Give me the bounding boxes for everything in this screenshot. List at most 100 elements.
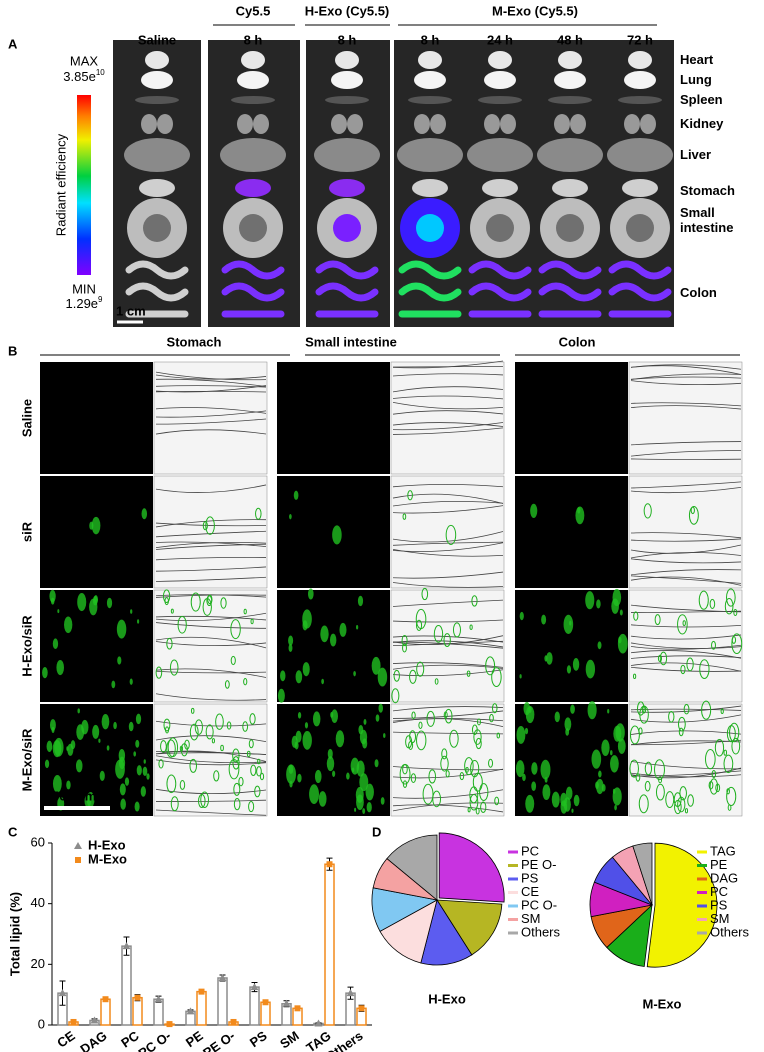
merged-signal bbox=[726, 786, 737, 807]
merged-signal bbox=[163, 718, 171, 732]
tissue-line bbox=[630, 458, 742, 460]
legend-label: CE bbox=[521, 884, 539, 899]
merged-signal bbox=[230, 619, 241, 640]
merged-signal bbox=[687, 794, 694, 807]
organ-spleen bbox=[135, 96, 179, 104]
legend-label: PS bbox=[710, 897, 728, 912]
fluorescence-signal bbox=[142, 766, 148, 777]
fluorescence-signal bbox=[64, 616, 73, 634]
merged-signal bbox=[391, 688, 400, 704]
fluorescence-image bbox=[515, 476, 628, 588]
fluorescence-signal bbox=[598, 770, 602, 778]
fluorescence-signal bbox=[42, 667, 48, 679]
merged-signal bbox=[200, 791, 210, 809]
merged-signal bbox=[422, 783, 434, 805]
tissue-line bbox=[630, 487, 742, 494]
fluorescence-signal bbox=[554, 711, 560, 723]
organ-spleen bbox=[325, 96, 369, 104]
organ-stomach bbox=[552, 179, 588, 197]
legend-label: M-Exo bbox=[88, 851, 127, 866]
bar bbox=[132, 996, 143, 1026]
organ-label: Spleen bbox=[680, 92, 723, 107]
merged-signal bbox=[469, 793, 479, 811]
organ-stomach bbox=[329, 179, 365, 197]
organ-small-intestine-inner bbox=[626, 214, 654, 242]
merged-signal bbox=[226, 721, 232, 730]
fluorescence-signal bbox=[129, 678, 133, 685]
fluorescence-signal bbox=[353, 670, 356, 677]
organ-liver bbox=[537, 138, 603, 172]
scale-bar-label: 1 cm bbox=[116, 303, 146, 318]
fluorescence-signal bbox=[318, 791, 327, 807]
tissue-line bbox=[155, 755, 267, 764]
merged-signal bbox=[472, 772, 483, 792]
merged-signal bbox=[256, 766, 262, 777]
tissue-line bbox=[630, 405, 742, 410]
tissue-line bbox=[392, 768, 504, 779]
fluorescence-signal bbox=[135, 739, 140, 748]
merged-signal bbox=[683, 703, 690, 715]
fluorescence-signal bbox=[289, 514, 292, 520]
tissue-line bbox=[392, 427, 504, 435]
fluorescence-signal bbox=[314, 769, 322, 784]
merged-signal bbox=[699, 659, 710, 679]
merged-signal bbox=[636, 701, 645, 716]
bar-marker bbox=[58, 989, 67, 997]
fluorescence-signal bbox=[280, 670, 286, 682]
merged-signal bbox=[215, 713, 224, 730]
fluorescence-signal bbox=[331, 709, 338, 723]
group-label: H-Exo (Cy5.5) bbox=[305, 3, 390, 18]
fluorescence-signal bbox=[363, 718, 367, 725]
merged-signal bbox=[443, 711, 448, 719]
pie-title: M-Exo bbox=[643, 996, 682, 1011]
tissue-line bbox=[630, 772, 742, 778]
merged-signal bbox=[233, 782, 241, 796]
fluorescence-signal bbox=[597, 641, 602, 650]
tissue-line bbox=[392, 571, 504, 579]
merged-signal bbox=[232, 748, 240, 763]
tissue-line bbox=[392, 635, 504, 643]
merged-signal bbox=[167, 737, 179, 758]
merged-signal bbox=[254, 785, 261, 798]
tissue-line bbox=[630, 373, 742, 381]
fluorescence-signal bbox=[130, 609, 133, 614]
merged-signal bbox=[467, 807, 471, 813]
tissue-line bbox=[630, 760, 742, 770]
tissue-line bbox=[630, 544, 742, 554]
fluorescence-signal bbox=[572, 657, 580, 671]
colorbar-max-value: 3.85e10 bbox=[63, 68, 105, 84]
column-label: 48 h bbox=[557, 32, 583, 47]
y-tick-label: 40 bbox=[31, 895, 45, 910]
fluorescence-signal bbox=[346, 772, 350, 780]
bar bbox=[260, 1001, 271, 1026]
organ-small-intestine-inner bbox=[556, 214, 584, 242]
tissue-line bbox=[155, 693, 267, 701]
merged-signal bbox=[655, 783, 665, 801]
fluorescence-signal bbox=[531, 781, 537, 791]
merged-signal bbox=[205, 516, 215, 535]
colorbar-min-value-exponent: 9 bbox=[98, 295, 103, 304]
organ-lung bbox=[414, 71, 446, 89]
merged-signal bbox=[475, 807, 480, 815]
bar bbox=[249, 986, 260, 1026]
fluorescence-signal bbox=[295, 730, 302, 743]
merged-signal bbox=[250, 618, 254, 625]
bar-marker bbox=[102, 996, 109, 1003]
legend-label: DAG bbox=[710, 870, 738, 885]
merged-signal bbox=[416, 730, 427, 751]
stain-label: siR (Cy 3) bbox=[48, 369, 108, 384]
fluorescence-signal bbox=[354, 807, 357, 812]
merged-signal bbox=[677, 614, 688, 635]
merged-signal bbox=[723, 754, 734, 774]
bar bbox=[153, 998, 164, 1026]
tissue-line bbox=[630, 714, 742, 723]
organ-heart bbox=[145, 51, 169, 69]
organ-label: Colon bbox=[680, 285, 717, 300]
tissue-line bbox=[155, 385, 267, 393]
merged-signal bbox=[189, 723, 199, 741]
tissue-line bbox=[392, 766, 504, 771]
organ-label: Stomach bbox=[680, 183, 735, 198]
merged-signal bbox=[409, 730, 417, 744]
merged-signal bbox=[402, 780, 408, 788]
